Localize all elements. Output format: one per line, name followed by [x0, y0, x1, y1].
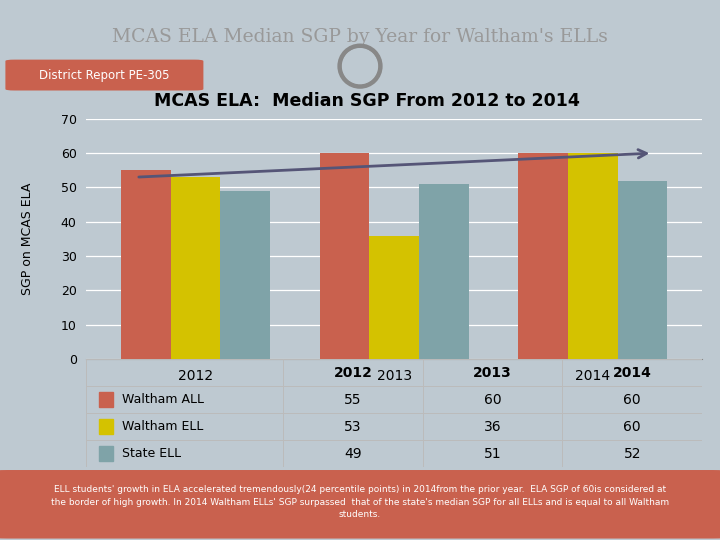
Bar	[419, 184, 469, 359]
Text: 60: 60	[484, 393, 502, 407]
Text: 60: 60	[624, 420, 641, 434]
Bar	[518, 153, 568, 359]
Y-axis label: SGP on MCAS ELA: SGP on MCAS ELA	[21, 183, 34, 295]
Text: ELL students' growth in ELA accelerated tremendously(24 percentile points) in 20: ELL students' growth in ELA accelerated …	[51, 485, 669, 519]
Text: 55: 55	[344, 393, 362, 407]
Text: MCAS ELA Median SGP by Year for Waltham's ELLs: MCAS ELA Median SGP by Year for Waltham'…	[112, 28, 608, 45]
Text: 49: 49	[344, 447, 362, 461]
Circle shape	[343, 49, 377, 84]
Bar	[220, 191, 270, 359]
Bar	[121, 170, 171, 359]
Text: State ELL: State ELL	[122, 447, 181, 460]
Text: Waltham ALL: Waltham ALL	[122, 393, 204, 406]
Text: 36: 36	[484, 420, 502, 434]
Text: 2013: 2013	[473, 366, 512, 380]
Text: 53: 53	[344, 420, 362, 434]
Bar	[568, 153, 618, 359]
Bar	[369, 235, 419, 359]
Bar	[99, 392, 112, 407]
FancyBboxPatch shape	[6, 59, 204, 91]
Text: 2012: 2012	[334, 366, 372, 380]
Bar	[171, 177, 220, 359]
Text: District Report PE-305: District Report PE-305	[39, 69, 170, 82]
Bar	[320, 153, 369, 359]
Text: Waltham ELL: Waltham ELL	[122, 420, 203, 433]
Text: 60: 60	[624, 393, 641, 407]
Text: 52: 52	[624, 447, 641, 461]
Text: 2014: 2014	[613, 366, 652, 380]
Text: MCAS ELA:  Median SGP From 2012 to 2014: MCAS ELA: Median SGP From 2012 to 2014	[154, 92, 580, 110]
FancyBboxPatch shape	[0, 470, 720, 538]
Bar	[618, 180, 667, 359]
Text: 51: 51	[484, 447, 502, 461]
Bar	[99, 419, 112, 434]
Bar	[99, 446, 112, 461]
